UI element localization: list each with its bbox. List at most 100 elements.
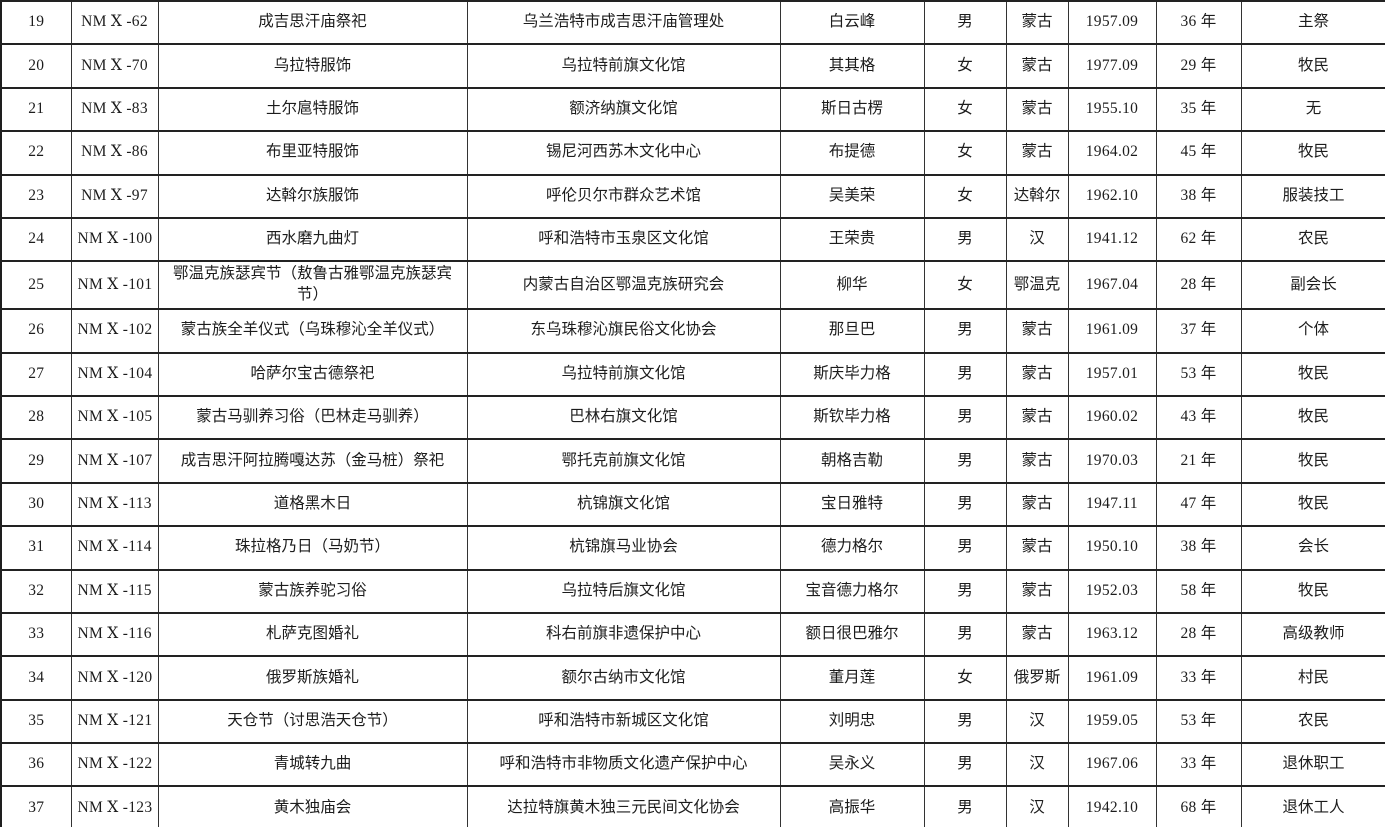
cell-ethnicity: 蒙古	[1005, 130, 1069, 176]
cell-declaring-organization: 呼和浩特市新城区文化馆	[466, 698, 781, 745]
table-row: 20 NM Ⅹ -70 乌拉特服饰 乌拉特前旗文化馆 其其格女蒙古 1977.09 29 年…	[0, 43, 1385, 89]
cell-occupation: 牧民	[1240, 351, 1385, 397]
cell-occupation: 服装技工	[1240, 173, 1385, 219]
cell-birth-date: 1963.12	[1067, 611, 1157, 658]
cell-project-name: 土尔扈特服饰	[157, 86, 468, 133]
cell-occupation: 农民	[1240, 698, 1385, 745]
cell-gender: 男	[923, 481, 1007, 528]
cell-row-number: 30	[0, 481, 72, 528]
cell-ethnicity: 蒙古	[1005, 308, 1069, 354]
cell-ethnicity: 蒙古	[1005, 481, 1069, 528]
cell-project-name: 俄罗斯族婚礼	[157, 655, 468, 701]
cell-row-number: 33	[0, 611, 72, 658]
cell-gender: 女	[923, 130, 1007, 176]
cell-occupation: 个体	[1240, 308, 1385, 354]
cell-gender: 男	[923, 742, 1007, 788]
cell-project-code: NM Ⅹ -102	[70, 308, 159, 354]
cell-declaring-organization: 巴林右旗文化馆	[466, 394, 781, 441]
cell-inheritor-name: 董月莲	[779, 655, 925, 701]
cell-practice-years: 62 年	[1155, 216, 1242, 263]
cell-occupation: 农民	[1240, 216, 1385, 263]
cell-declaring-organization: 达拉特旗黄木独三元民间文化协会	[466, 785, 781, 827]
cell-project-name: 西水磨九曲灯	[157, 216, 468, 263]
table-row: 27 NM Ⅹ -104 哈萨尔宝古德祭祀 乌拉特前旗文化馆 斯庆毕力格男蒙古 1957.…	[0, 351, 1385, 397]
cell-gender: 男	[923, 0, 1007, 46]
cell-project-code: NM Ⅹ -70	[70, 43, 159, 89]
cell-ethnicity: 蒙古	[1005, 351, 1069, 397]
cell-gender: 男	[923, 438, 1007, 484]
cell-row-number: 24	[0, 216, 72, 263]
cell-project-name: 蒙古族全羊仪式（乌珠穆沁全羊仪式）	[157, 308, 468, 354]
cell-ethnicity: 汉	[1005, 742, 1069, 788]
cell-gender: 女	[923, 86, 1007, 133]
cell-ethnicity: 汉	[1005, 785, 1069, 827]
cell-project-code: NM Ⅹ -122	[70, 742, 159, 788]
cell-row-number: 37	[0, 785, 72, 827]
cell-ethnicity: 汉	[1005, 698, 1069, 745]
cell-declaring-organization: 鄂托克前旗文化馆	[466, 438, 781, 484]
table-row: 23 NM Ⅹ -97 达斡尔族服饰 呼伦贝尔市群众艺术馆 吴美荣女达斡尔 1962.10…	[0, 173, 1385, 219]
cell-project-code: NM Ⅹ -105	[70, 394, 159, 441]
cell-inheritor-name: 王荣贵	[779, 216, 925, 263]
cell-project-code: NM Ⅹ -113	[70, 481, 159, 528]
cell-birth-date: 1967.04	[1067, 260, 1157, 311]
cell-occupation: 牧民	[1240, 568, 1385, 614]
cell-practice-years: 43 年	[1155, 394, 1242, 441]
cell-inheritor-name: 斯钦毕力格	[779, 394, 925, 441]
cell-declaring-organization: 乌拉特后旗文化馆	[466, 568, 781, 614]
cell-inheritor-name: 吴永义	[779, 742, 925, 788]
cell-practice-years: 28 年	[1155, 611, 1242, 658]
cell-project-name: 布里亚特服饰	[157, 130, 468, 176]
cell-occupation: 牧民	[1240, 438, 1385, 484]
cell-row-number: 21	[0, 86, 72, 133]
cell-birth-date: 1952.03	[1067, 568, 1157, 614]
cell-inheritor-name: 刘明忠	[779, 698, 925, 745]
cell-project-name: 天仓节（讨思浩天仓节）	[157, 698, 468, 745]
cell-practice-years: 33 年	[1155, 742, 1242, 788]
cell-occupation: 退休职工	[1240, 742, 1385, 788]
cell-practice-years: 37 年	[1155, 308, 1242, 354]
cell-ethnicity: 蒙古	[1005, 568, 1069, 614]
cell-inheritor-name: 吴美荣	[779, 173, 925, 219]
table-row: 29 NM Ⅹ -107 成吉思汗阿拉腾嘎达苏（金马桩）祭祀 鄂托克前旗文化馆 朝格吉勒…	[0, 438, 1385, 484]
cell-practice-years: 29 年	[1155, 43, 1242, 89]
cell-declaring-organization: 杭锦旗文化馆	[466, 481, 781, 528]
cell-occupation: 高级教师	[1240, 611, 1385, 658]
cell-project-name: 乌拉特服饰	[157, 43, 468, 89]
table-row: 31 NM Ⅹ -114 珠拉格乃日（马奶节） 杭锦旗马业协会 德力格尔男蒙古 1950.…	[0, 525, 1385, 571]
cell-row-number: 27	[0, 351, 72, 397]
cell-birth-date: 1960.02	[1067, 394, 1157, 441]
table-row: 37 NM Ⅹ -123 黄木独庙会 达拉特旗黄木独三元民间文化协会 高振华男汉 1942…	[0, 785, 1385, 827]
cell-ethnicity: 蒙古	[1005, 438, 1069, 484]
table-row: 25 NM Ⅹ -101 鄂温克族瑟宾节（敖鲁古雅鄂温克族瑟宾节） 内蒙古自治区鄂温克…	[0, 260, 1385, 311]
cell-project-code: NM Ⅹ -107	[70, 438, 159, 484]
table-row: 24 NM Ⅹ -100 西水磨九曲灯 呼和浩特市玉泉区文化馆 王荣贵男汉 1941.12…	[0, 216, 1385, 263]
cell-row-number: 19	[0, 0, 72, 46]
cell-inheritor-name: 德力格尔	[779, 525, 925, 571]
table-row: 32 NM Ⅹ -115 蒙古族养驼习俗 乌拉特后旗文化馆 宝音德力格尔男蒙古 1952.…	[0, 568, 1385, 614]
cell-birth-date: 1955.10	[1067, 86, 1157, 133]
cell-occupation: 无	[1240, 86, 1385, 133]
cell-gender: 男	[923, 525, 1007, 571]
cell-practice-years: 58 年	[1155, 568, 1242, 614]
cell-birth-date: 1962.10	[1067, 173, 1157, 219]
cell-project-code: NM Ⅹ -114	[70, 525, 159, 571]
cell-project-code: NM Ⅹ -104	[70, 351, 159, 397]
cell-practice-years: 33 年	[1155, 655, 1242, 701]
cell-birth-date: 1977.09	[1067, 43, 1157, 89]
cell-declaring-organization: 额尔古纳市文化馆	[466, 655, 781, 701]
cell-occupation: 副会长	[1240, 260, 1385, 311]
cell-row-number: 23	[0, 173, 72, 219]
cell-practice-years: 35 年	[1155, 86, 1242, 133]
cell-gender: 男	[923, 394, 1007, 441]
cell-project-name: 札萨克图婚礼	[157, 611, 468, 658]
cell-practice-years: 21 年	[1155, 438, 1242, 484]
cell-project-code: NM Ⅹ -116	[70, 611, 159, 658]
table-row: 19 NM Ⅹ -62 成吉思汗庙祭祀 乌兰浩特市成吉思汗庙管理处 白云峰男蒙古 1957…	[0, 0, 1385, 46]
cell-occupation: 牧民	[1240, 481, 1385, 528]
cell-project-code: NM Ⅹ -97	[70, 173, 159, 219]
cell-ethnicity: 蒙古	[1005, 0, 1069, 46]
cell-ethnicity: 鄂温克	[1005, 260, 1069, 311]
cell-inheritor-name: 宝日雅特	[779, 481, 925, 528]
cell-birth-date: 1964.02	[1067, 130, 1157, 176]
